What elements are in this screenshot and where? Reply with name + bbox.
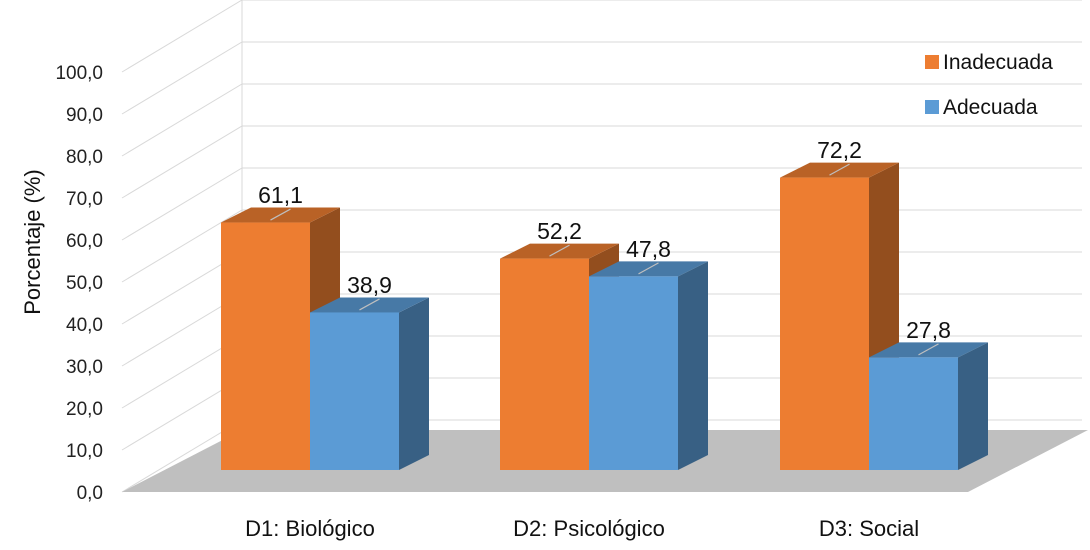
gridline: [121, 83, 1082, 157]
x-axis-categories: D1: Biológico D2: Psicológico D3: Social: [245, 516, 919, 541]
y-tick-label: 80,0: [66, 147, 103, 168]
y-axis-ticks: 0,0 10,0 20,0 30,0 40,0 50,0 60,0 70,0 80,0 90,0 1…: [55, 63, 103, 504]
legend: Inadecuada Adecuada: [925, 51, 1053, 119]
bar-adecuada-2: [589, 261, 708, 470]
legend-label-inadecuada: Inadecuada: [943, 51, 1053, 74]
data-label: 27,8: [906, 317, 951, 343]
y-tick-label: 10,0: [66, 441, 103, 462]
x-category-label: D3: Social: [819, 516, 919, 541]
y-tick-label: 60,0: [66, 231, 103, 252]
leader-line: [918, 343, 939, 356]
bar-side-face: [958, 342, 988, 470]
legend-label-adecuada: Adecuada: [943, 96, 1038, 119]
y-tick-label: 90,0: [66, 105, 103, 126]
y-tick-label: 0,0: [77, 483, 103, 504]
y-tick-label: 40,0: [66, 315, 103, 336]
y-axis-label: Porcentaje (%): [20, 169, 45, 315]
bar-front-face: [589, 276, 678, 470]
x-category-label: D2: Psicológico: [513, 516, 665, 541]
data-label: 52,2: [537, 218, 582, 244]
bar-front-face: [869, 357, 958, 470]
x-category-label: D1: Biológico: [245, 516, 375, 541]
y-tick-label: 30,0: [66, 357, 103, 378]
y-tick-label: 70,0: [66, 189, 103, 210]
bar-front-face: [221, 222, 310, 470]
y-tick-label: 20,0: [66, 399, 103, 420]
data-label: 61,1: [258, 182, 303, 208]
data-label: 38,9: [347, 272, 392, 298]
y-tick-label: 50,0: [66, 273, 103, 294]
leader-line: [829, 163, 850, 176]
gridline: [121, 0, 1082, 73]
leader-line: [638, 262, 659, 275]
bar-front-face: [310, 312, 399, 470]
leader-line: [359, 298, 380, 311]
data-label: 47,8: [626, 236, 671, 262]
bar-front-face: [780, 177, 869, 470]
legend-swatch-inadecuada: [925, 55, 939, 69]
data-labels: 61,1 38,9 52,2 47,8 72,2 27,8: [258, 137, 951, 356]
data-label: 72,2: [817, 137, 862, 163]
bar-adecuada-1: [310, 297, 429, 470]
bar-adecuada-3: [869, 342, 988, 470]
bar-front-face: [500, 258, 589, 470]
bar-side-face: [399, 297, 429, 470]
bars: [221, 162, 988, 471]
y-tick-label: 100,0: [55, 63, 103, 84]
leader-line: [270, 208, 291, 221]
legend-swatch-adecuada: [925, 100, 939, 114]
leader-line: [549, 244, 570, 257]
bar-side-face: [678, 261, 708, 470]
